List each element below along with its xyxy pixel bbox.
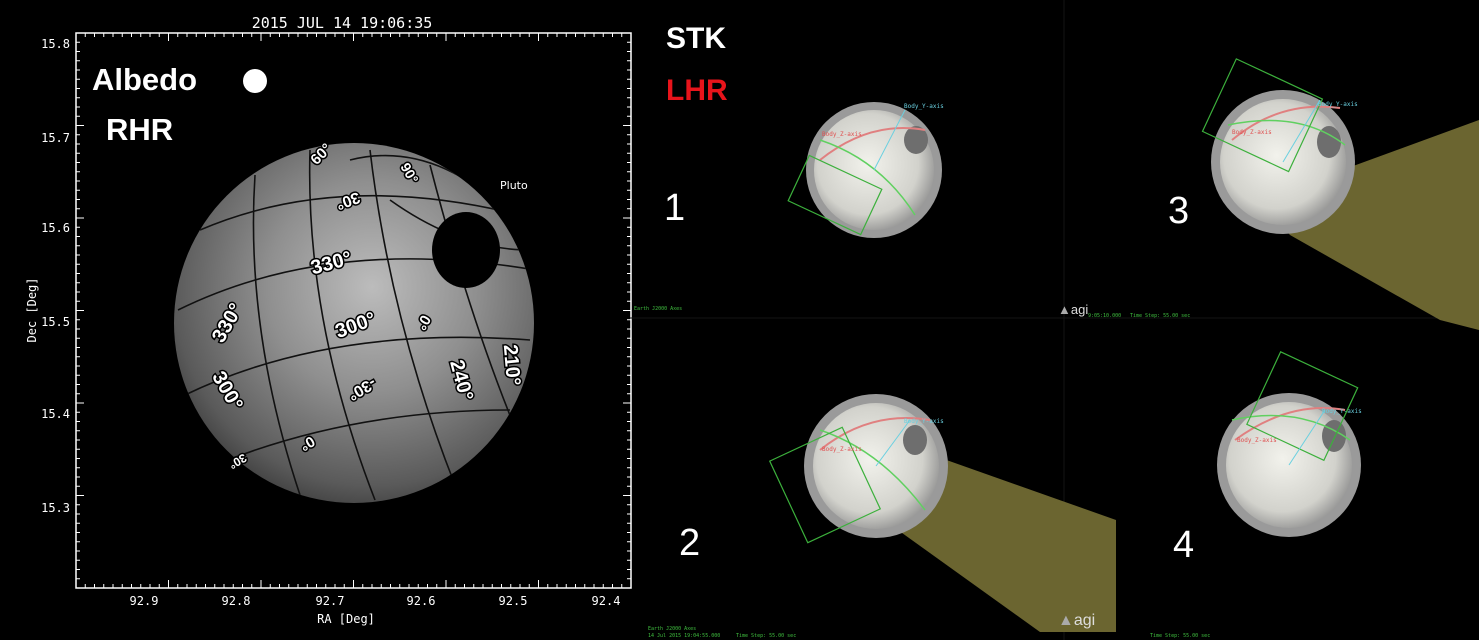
status-step: Time Step: 55.00 sec bbox=[1130, 313, 1191, 319]
albedo-dot-icon bbox=[243, 69, 267, 93]
ytick-label: 15.3 bbox=[41, 501, 70, 515]
status-time: 9:05:10.000 bbox=[1088, 313, 1122, 319]
ytick-label: 15.5 bbox=[41, 315, 70, 329]
plot-minor-ticks bbox=[75, 32, 632, 589]
plot-title: 2015 JUL 14 19:06:35 bbox=[252, 14, 433, 32]
ytick-label: 15.4 bbox=[41, 407, 70, 421]
agi-logo: ▲agi bbox=[1058, 612, 1095, 630]
status-step: Time Step: 55.00 sec bbox=[736, 633, 797, 639]
panel-number-1: 1 bbox=[664, 187, 686, 229]
ytick-label: 15.8 bbox=[41, 37, 70, 51]
agi-logo-text: agi bbox=[1070, 302, 1089, 317]
stk-sphere-4 bbox=[1217, 351, 1361, 537]
status-earth-axes: Earth J2000 Axes bbox=[634, 306, 683, 312]
axis-y-label: Body_Y-axis bbox=[1318, 101, 1358, 108]
xtick-label: 92.7 bbox=[316, 594, 345, 608]
stk-sphere-2 bbox=[768, 394, 948, 544]
albedo-plot: 2015 JUL 14 19:06:35 15.8 15.7 15.6 15.5… bbox=[25, 14, 632, 626]
xtick-label: 92.4 bbox=[592, 594, 621, 608]
agi-logo: ▲agi bbox=[1058, 302, 1088, 317]
ytick-label: 15.7 bbox=[41, 131, 70, 145]
longitude-label: 210° bbox=[499, 344, 525, 387]
panel-number-3: 3 bbox=[1168, 190, 1190, 232]
panel-number-2: 2 bbox=[679, 522, 701, 564]
ytick-label: 15.6 bbox=[41, 221, 70, 235]
xtick-label: 92.6 bbox=[407, 594, 436, 608]
panel-number-4: 4 bbox=[1173, 524, 1195, 566]
lhr-label: LHR bbox=[666, 74, 728, 107]
pluto-label: Pluto bbox=[500, 179, 528, 192]
pluto-sphere bbox=[174, 143, 534, 503]
albedo-label: Albedo bbox=[92, 62, 198, 97]
stk-panels: Body_Z-axis Body_Y-axis Body_Z-axis Body… bbox=[630, 0, 1479, 640]
stk-sphere-1 bbox=[787, 102, 942, 238]
status-date: 14 Jul 2015 19:04:55.000 bbox=[648, 633, 721, 639]
x-axis-label: RA [Deg] bbox=[317, 612, 375, 626]
status-step: Time Step: 55.00 sec bbox=[1150, 633, 1211, 639]
status-earth-axes: Earth J2000 Axes bbox=[648, 626, 697, 632]
axis-y-label: Body_Y-axis bbox=[904, 418, 944, 425]
beam-panel3 bbox=[1260, 120, 1479, 330]
xtick-label: 92.5 bbox=[499, 594, 528, 608]
axis-z-label: Body_Z-axis bbox=[822, 446, 862, 453]
stk-title: STK bbox=[666, 22, 726, 55]
axis-z-label: Body_Z-axis bbox=[1232, 129, 1272, 136]
y-axis-label: Dec [Deg] bbox=[25, 277, 39, 342]
xtick-label: 92.8 bbox=[222, 594, 251, 608]
agi-logo-icon: ▲ bbox=[1058, 612, 1074, 629]
xtick-label: 92.9 bbox=[130, 594, 159, 608]
agi-logo-text: agi bbox=[1073, 612, 1096, 629]
axis-z-label: Body_Z-axis bbox=[822, 131, 862, 138]
stk-sphere-3 bbox=[1201, 58, 1355, 234]
agi-logo-icon: ▲ bbox=[1058, 302, 1071, 317]
axis-z-label: Body_Z-axis bbox=[1237, 437, 1277, 444]
axis-y-label: Body_Y-axis bbox=[1322, 408, 1362, 415]
polar-hole bbox=[432, 212, 500, 288]
axis-y-label: Body_Y-axis bbox=[904, 103, 944, 110]
rhr-label: RHR bbox=[106, 112, 174, 147]
